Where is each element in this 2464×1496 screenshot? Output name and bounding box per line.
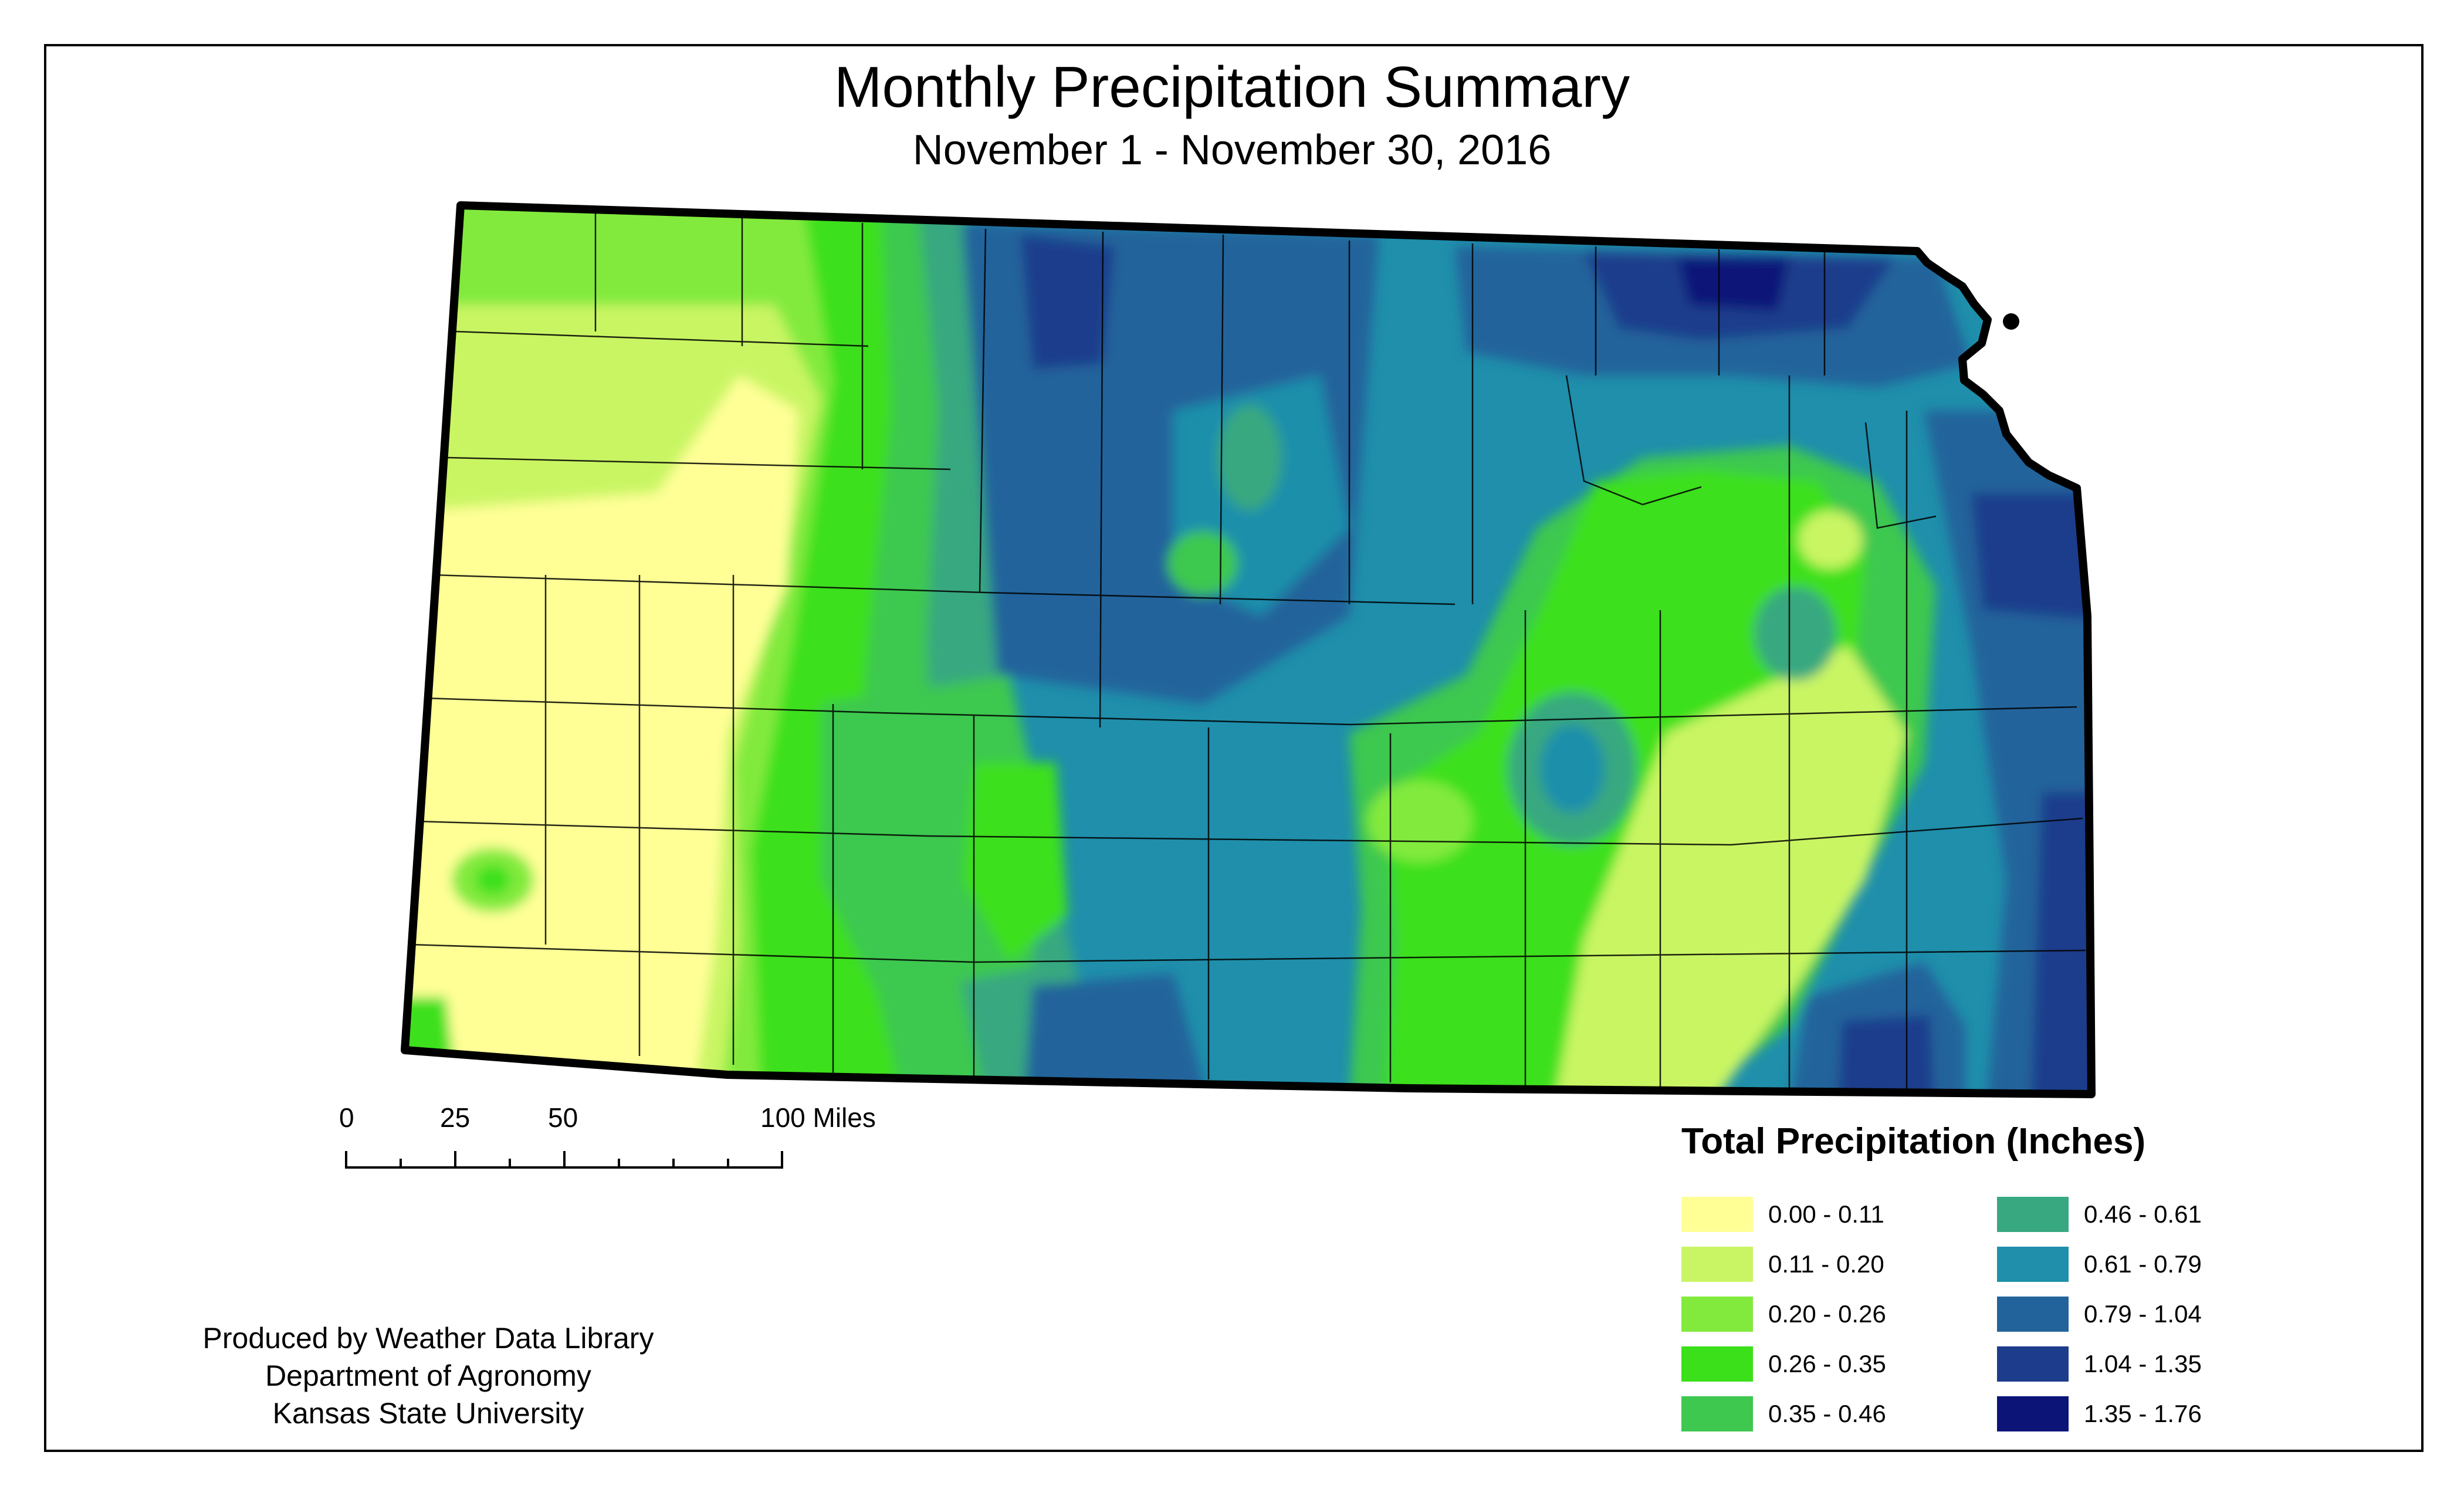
credit-line-department: Department of Agronomy [265, 1359, 591, 1392]
zone-spot-nw [502, 375, 554, 422]
legend-swatch [1681, 1396, 1753, 1431]
legend-label: 0.79 - 1.04 [2084, 1300, 2202, 1328]
legend-label: 0.26 - 0.35 [1768, 1350, 1886, 1377]
legend-title: Total Precipitation (Inches) [1681, 1121, 2146, 1162]
scale-label-0: 0 [339, 1102, 354, 1133]
zone-central-west-green [962, 763, 1068, 962]
zone-spot-east [1798, 510, 1863, 569]
map-title: Monthly Precipitation Summary [834, 55, 1630, 119]
legend-swatch [1997, 1247, 2069, 1282]
state-outline [401, 201, 2096, 1098]
legend-swatch [1681, 1247, 1753, 1282]
zone-1-04-1-35-east-border [1971, 493, 2091, 622]
scale-label-50: 50 [548, 1102, 578, 1133]
legend-swatch [1997, 1297, 2069, 1332]
legend-swatch [1997, 1197, 2069, 1232]
scale-label-25: 25 [440, 1102, 471, 1133]
zone-1-35-1-76-northeast [1678, 258, 1789, 311]
legend-label: 0.46 - 0.61 [2084, 1200, 2202, 1228]
zone-spot-central [1367, 780, 1473, 862]
zone-1-04-1-35-north [1021, 235, 1115, 370]
zone-wet-spot-east-central-core [1540, 725, 1605, 813]
legend-swatch [1997, 1396, 2069, 1431]
zone-0-11-0-20-east [1555, 645, 1907, 1094]
zone-wet-spot-east [1754, 587, 1836, 681]
credit-line-university: Kansas State University [272, 1397, 584, 1430]
legend-swatch [1681, 1346, 1753, 1382]
scale-bar [345, 1151, 783, 1169]
county-lines [410, 211, 2086, 1091]
zone-1-04-1-35-southeast [2030, 792, 2091, 1094]
legend-label: 0.20 - 0.26 [1768, 1300, 1886, 1328]
map-subtitle: November 1 - November 30, 2016 [912, 127, 1552, 174]
zone-0-79-1-04-south-central [1021, 974, 1220, 1094]
zone-0-00-0-11-west [405, 375, 798, 1094]
legend-label: 1.35 - 1.76 [2084, 1400, 2202, 1427]
zone-spot-west-core [475, 865, 510, 895]
legend-label: 0.35 - 0.46 [1768, 1400, 1886, 1427]
scale-label-100-miles: 100 Miles [760, 1102, 876, 1133]
credit-line-producer: Produced by Weather Data Library [202, 1322, 654, 1355]
precipitation-zones [405, 205, 2091, 1094]
legend-label: 1.04 - 1.35 [2084, 1350, 2202, 1377]
legend-swatch [1681, 1297, 1753, 1332]
legend-label: 0.61 - 0.79 [2084, 1250, 2202, 1278]
zone-spot-north-central-green [1167, 531, 1238, 595]
zone-spot-north-central [1217, 405, 1282, 510]
state-outline-marker [2003, 313, 2019, 330]
zone-1-04-1-35-south [1836, 1015, 1936, 1094]
legend-swatch [1681, 1197, 1753, 1232]
legend-label: 0.11 - 0.20 [1768, 1250, 1884, 1278]
legend-swatch [1997, 1346, 2069, 1382]
legend-label: 0.00 - 0.11 [1768, 1200, 1884, 1228]
